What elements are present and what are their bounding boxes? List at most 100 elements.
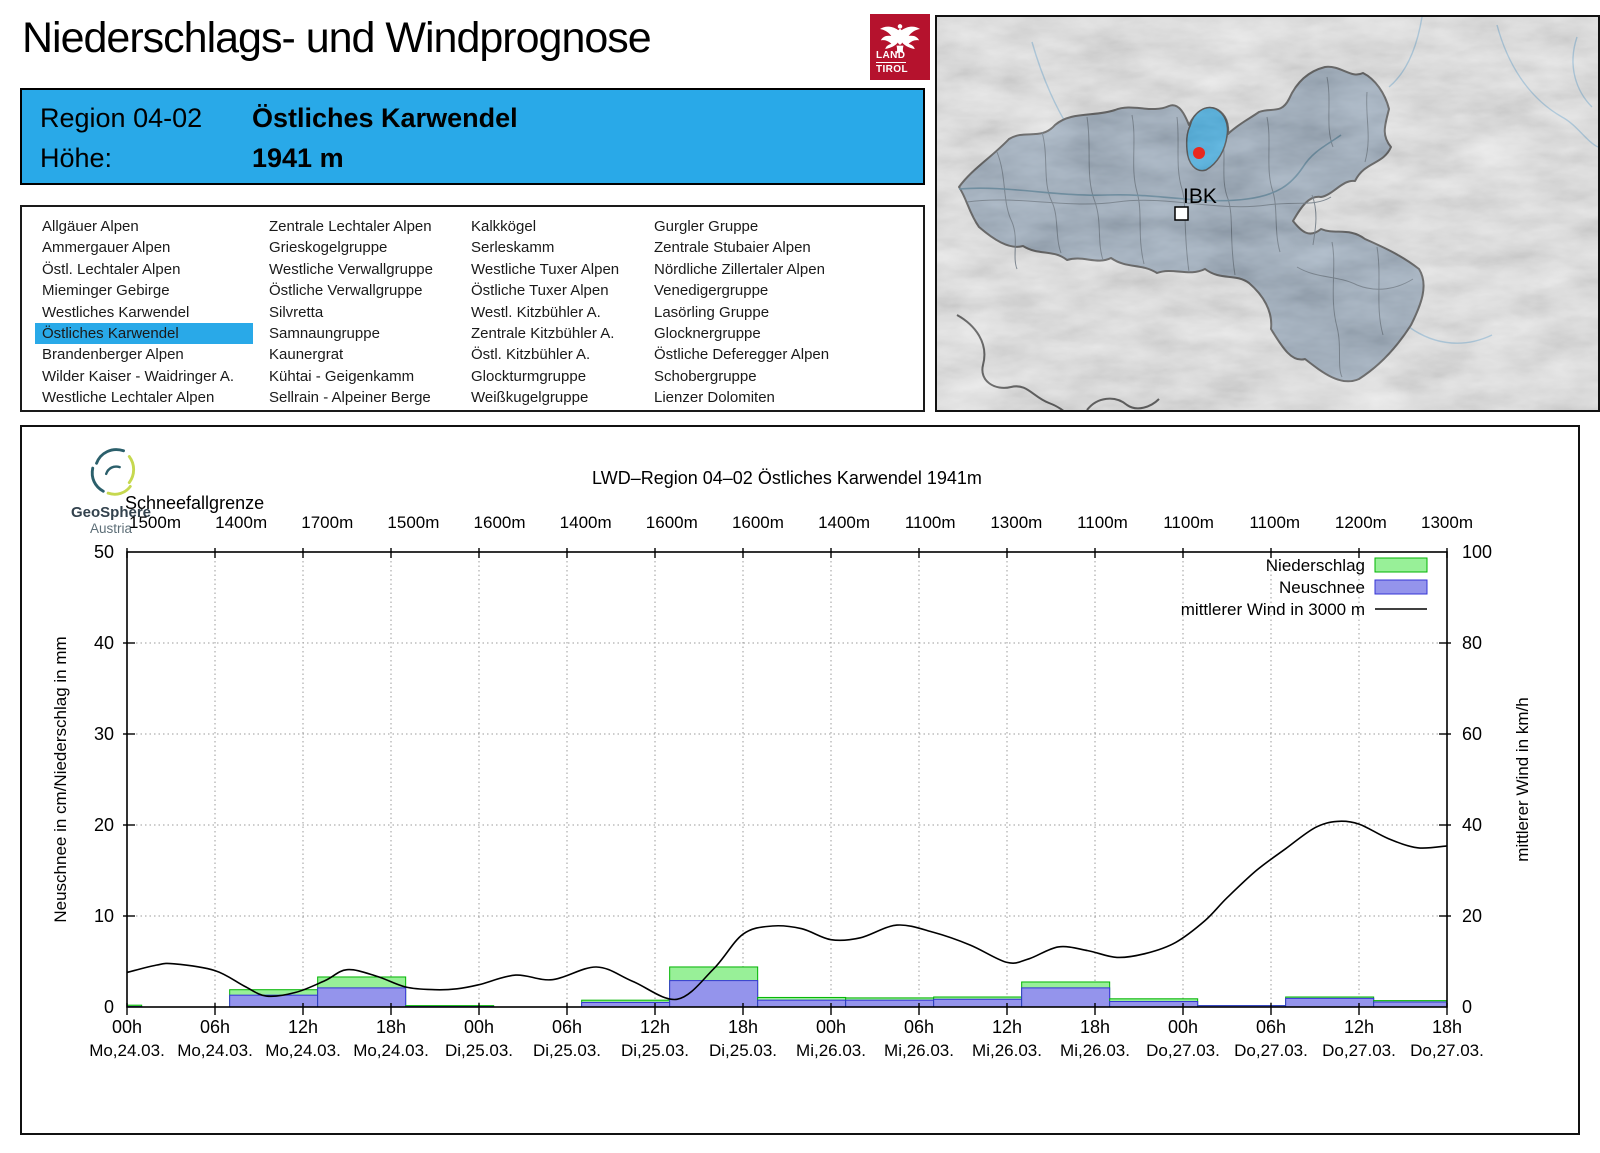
- x-tick-time-label: 12h: [288, 1017, 318, 1037]
- snowline-value: 1500m: [129, 513, 181, 532]
- region-list-item[interactable]: Grieskogelgruppe: [269, 239, 388, 257]
- chart-title: LWD–Region 04–02 Östliches Karwendel 194…: [592, 468, 982, 488]
- region-list-item[interactable]: Westliches Karwendel: [42, 303, 190, 321]
- terrain-texture: [937, 17, 1598, 410]
- region-list-item[interactable]: Wilder Kaiser - Waidringer A.: [42, 367, 234, 385]
- region-list-item[interactable]: Sellrain - Alpeiner Berge: [269, 389, 431, 407]
- x-tick-date-label: Di,25.03.: [533, 1041, 601, 1060]
- x-tick-time-label: 06h: [200, 1017, 230, 1037]
- y-tick-left-label: 0: [104, 997, 114, 1017]
- region-list-item[interactable]: Weißkugelgruppe: [471, 389, 589, 407]
- snowline-value: 1100m: [905, 513, 956, 532]
- region-list-item[interactable]: Lienzer Dolomiten: [654, 389, 775, 407]
- region-list-item[interactable]: Westliche Lechtaler Alpen: [42, 389, 215, 407]
- altitude-label: Höhe:: [40, 143, 113, 173]
- region-list-item[interactable]: Silvretta: [269, 303, 324, 321]
- x-tick-date-label: Di,25.03.: [621, 1041, 689, 1060]
- snowline-value: 1600m: [732, 513, 784, 532]
- y-tick-right-label: 20: [1462, 906, 1482, 926]
- neuschnee-bar: [845, 999, 935, 1008]
- x-tick-date-label: Do,27.03.: [1146, 1041, 1220, 1060]
- x-tick-time-label: 06h: [904, 1017, 934, 1037]
- region-list-item[interactable]: Östl. Kitzbühler A.: [471, 346, 591, 364]
- page-title: Niederschlags- und Windprognose: [22, 14, 652, 62]
- region-list-item[interactable]: Östliche Deferegger Alpen: [654, 346, 830, 364]
- logo-line2: TIROL: [876, 64, 908, 75]
- wind-line: [126, 820, 1448, 1001]
- region-list-item[interactable]: Zentrale Kitzbühler A.: [471, 325, 615, 343]
- x-tick-time-label: 00h: [816, 1017, 846, 1037]
- x-tick-time-label: 12h: [640, 1017, 670, 1037]
- region-list-item[interactable]: Östl. Lechtaler Alpen: [42, 260, 181, 278]
- region-list-item[interactable]: Allgäuer Alpen: [42, 218, 139, 235]
- region-list-item[interactable]: Zentrale Stubaier Alpen: [654, 239, 811, 257]
- x-tick-time-label: 12h: [992, 1017, 1022, 1037]
- legend-label: Neuschnee: [1279, 578, 1365, 597]
- neuschnee-bar: [757, 999, 847, 1008]
- region-list-item[interactable]: Lasörling Gruppe: [654, 303, 770, 321]
- region-list-item[interactable]: Westliche Verwallgruppe: [269, 260, 433, 278]
- snowline-value: 1100m: [1077, 513, 1128, 532]
- region-list-item[interactable]: Östliche Tuxer Alpen: [471, 282, 609, 300]
- region-list-item[interactable]: Östliches Karwendel: [35, 323, 253, 345]
- x-tick-time-label: 18h: [376, 1017, 406, 1037]
- region-list-item[interactable]: Ammergauer Alpen: [42, 239, 171, 257]
- region-value: Östliches Karwendel: [252, 103, 518, 133]
- x-tick-time-label: 00h: [464, 1017, 494, 1037]
- legend-swatch-box: [1374, 557, 1428, 573]
- region-list-item[interactable]: Venedigergruppe: [654, 282, 769, 300]
- y-tick-left-label: 10: [94, 906, 114, 926]
- region-list-item[interactable]: Glocknergruppe: [654, 325, 761, 343]
- region-list-item[interactable]: Glockturmgruppe: [471, 367, 587, 385]
- y-tick-right-label: 100: [1462, 542, 1492, 562]
- snowline-value: 1600m: [474, 513, 526, 532]
- y-tick-right-label: 80: [1462, 633, 1482, 653]
- geosphere-logo: GeoSphere Austria: [56, 445, 166, 536]
- geosphere-name: GeoSphere: [70, 504, 152, 521]
- region-list-item[interactable]: Westliche Tuxer Alpen: [471, 260, 620, 278]
- x-tick-date-label: Mi,26.03.: [972, 1041, 1042, 1060]
- legend-label: Niederschlag: [1266, 556, 1365, 575]
- logo-divider: [876, 62, 906, 63]
- snowline-value: 1200m: [1335, 513, 1387, 532]
- geosphere-country: Austria: [89, 521, 133, 536]
- neuschnee-bar: [317, 987, 407, 1008]
- tirol-map-svg: IBK: [937, 16, 1599, 415]
- region-list-item[interactable]: Nördliche Zillertaler Alpen: [654, 260, 825, 278]
- geosphere-swirl-icon: [90, 448, 136, 496]
- region-list-item[interactable]: Zentrale Lechtaler Alpen: [269, 218, 432, 235]
- region-list-item[interactable]: Brandenberger Alpen: [42, 346, 184, 364]
- region-list-item[interactable]: Serleskamm: [471, 239, 555, 257]
- snowline-value: 1600m: [646, 513, 698, 532]
- y-axis-label-left: Neuschnee in cm/Niederschlag in mm: [51, 636, 70, 922]
- snowline-value: 1400m: [560, 513, 612, 532]
- region-list-item[interactable]: Samnaungruppe: [269, 325, 380, 343]
- snowline-heading: Schneefallgrenze: [125, 493, 264, 513]
- region-list: Allgäuer Alpen Ammergauer Alpen Östl. Lech…: [20, 205, 925, 412]
- region-list-item[interactable]: Mieminger Gebirge: [42, 282, 170, 300]
- neuschnee-bar: [1021, 987, 1111, 1008]
- region-label: Region 04-02: [40, 103, 203, 133]
- region-list-item[interactable]: Gurgler Gruppe: [654, 218, 759, 235]
- y-axis-label-right: mittlerer Wind in km/h: [1513, 697, 1532, 861]
- y-tick-left-label: 20: [94, 815, 114, 835]
- tirol-map[interactable]: IBK: [935, 15, 1600, 415]
- region-list-item[interactable]: Kühtai - Geigenkamm: [269, 367, 415, 385]
- snowline-value: 1500m: [387, 513, 439, 532]
- x-tick-date-label: Mo,24.03.: [353, 1041, 429, 1060]
- x-tick-date-label: Mo,24.03.: [89, 1041, 165, 1060]
- region-list-item[interactable]: Kalkkögel: [471, 218, 537, 235]
- chart-svg: 00h Mo,24.03. 06h Mo,24.03. 12h Mo,24.03. 18h M…: [51, 468, 1532, 1060]
- tirol-eagle-icon: [880, 24, 920, 55]
- neuschnee-bar: [933, 998, 1023, 1008]
- x-tick-time-label: 18h: [728, 1017, 758, 1037]
- plot-border: [126, 551, 1448, 1008]
- region-list-item[interactable]: Kaunergrat: [269, 346, 344, 364]
- y-tick-right-label: 60: [1462, 724, 1482, 744]
- neuschnee-bar: [1109, 1001, 1199, 1008]
- logo-text: LAND TIROL: [876, 50, 908, 75]
- region-list-item[interactable]: Westl. Kitzbühler A.: [471, 303, 601, 321]
- region-list-item[interactable]: Östliche Verwallgruppe: [269, 282, 423, 300]
- region-list-item[interactable]: Schobergruppe: [654, 367, 757, 385]
